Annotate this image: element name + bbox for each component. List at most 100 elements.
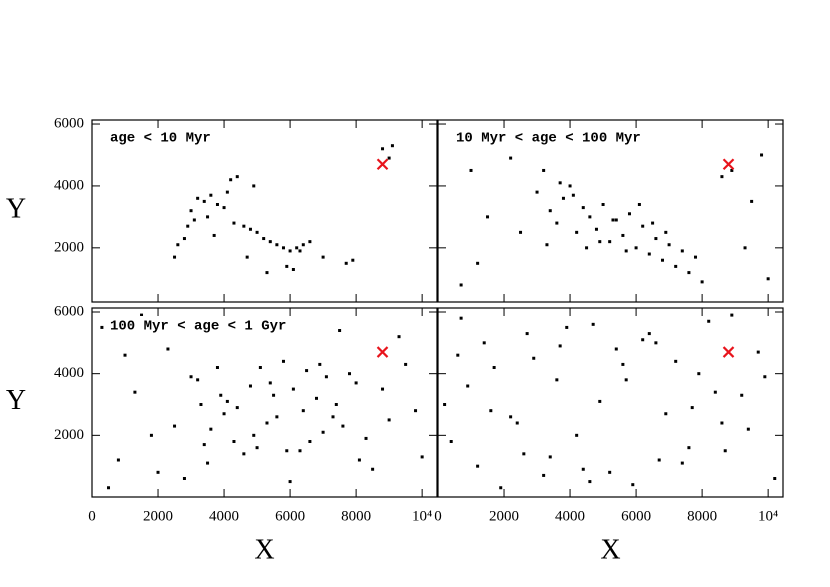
- point: [209, 427, 213, 431]
- point: [664, 412, 668, 416]
- point: [341, 424, 345, 428]
- point: [186, 224, 190, 228]
- point: [575, 433, 579, 437]
- point: [750, 199, 754, 203]
- point: [621, 233, 625, 237]
- panel-frame: [91, 307, 438, 498]
- point: [196, 196, 200, 200]
- point: [700, 280, 704, 284]
- point: [202, 199, 206, 203]
- x-tick-label: 0: [434, 508, 442, 524]
- point: [680, 461, 684, 465]
- point: [173, 255, 177, 259]
- point: [469, 168, 473, 172]
- point: [466, 384, 470, 388]
- point: [456, 353, 460, 357]
- point: [568, 184, 572, 188]
- point: [344, 261, 348, 265]
- y-tick-label: 4000: [54, 177, 84, 193]
- point: [476, 464, 480, 468]
- point: [588, 215, 592, 219]
- x-tick-label: 8000: [341, 508, 371, 524]
- point: [743, 246, 747, 250]
- point: [140, 313, 144, 317]
- point: [272, 393, 276, 397]
- point: [694, 255, 698, 259]
- point: [674, 359, 678, 363]
- point: [275, 243, 279, 247]
- x-tick-label: 8000: [687, 508, 717, 524]
- point: [281, 359, 285, 363]
- x-tick-label: 10⁴: [758, 508, 778, 524]
- x-tick-label: 4000: [209, 508, 239, 524]
- x-tick-label: 6000: [275, 508, 305, 524]
- point: [192, 218, 196, 222]
- point: [387, 418, 391, 422]
- point: [252, 433, 256, 437]
- point: [489, 409, 493, 413]
- point: [298, 449, 302, 453]
- point: [459, 316, 463, 320]
- point: [697, 372, 701, 376]
- point: [588, 480, 592, 484]
- point: [608, 470, 612, 474]
- point: [532, 356, 536, 360]
- point: [641, 224, 645, 228]
- point: [492, 366, 496, 370]
- point: [707, 319, 711, 323]
- marker-cross: [376, 158, 389, 171]
- point: [215, 203, 219, 206]
- y-tick-label: 4000: [54, 365, 84, 381]
- point: [364, 436, 368, 440]
- point: [525, 332, 529, 336]
- point: [591, 322, 595, 326]
- point: [627, 212, 631, 216]
- point: [571, 193, 575, 197]
- point: [515, 421, 519, 425]
- point: [242, 452, 246, 456]
- point: [285, 264, 289, 268]
- point: [548, 209, 552, 213]
- point: [760, 153, 764, 157]
- point: [459, 283, 463, 287]
- point: [581, 467, 585, 471]
- point: [176, 243, 180, 247]
- point: [381, 147, 385, 151]
- point: [522, 452, 526, 456]
- point: [222, 412, 226, 416]
- point: [265, 271, 269, 275]
- title-bg: [106, 128, 215, 148]
- point: [420, 455, 424, 459]
- point: [258, 366, 262, 370]
- point: [235, 406, 239, 410]
- point: [561, 196, 565, 200]
- point: [664, 230, 668, 234]
- point: [773, 477, 777, 481]
- point: [687, 446, 691, 450]
- panel-frame: [437, 119, 784, 303]
- point: [116, 458, 120, 462]
- point: [548, 455, 552, 459]
- panel-title: 10 Myr < age < 100 Myr: [456, 131, 641, 147]
- panel-frame: [91, 119, 438, 303]
- point: [624, 249, 628, 253]
- point: [301, 243, 305, 247]
- point: [575, 230, 579, 234]
- point: [371, 467, 375, 471]
- point: [255, 230, 259, 234]
- point: [308, 240, 312, 244]
- x-tick-label: 4000: [555, 508, 585, 524]
- point: [657, 458, 661, 462]
- point: [351, 258, 355, 262]
- point: [545, 243, 549, 247]
- point: [387, 156, 391, 160]
- point: [255, 446, 259, 450]
- point: [229, 178, 233, 182]
- point: [542, 473, 546, 477]
- point: [291, 387, 295, 391]
- point: [348, 372, 352, 376]
- marker-cross: [722, 158, 735, 171]
- x-axis-label: X: [254, 534, 274, 565]
- point: [621, 362, 625, 366]
